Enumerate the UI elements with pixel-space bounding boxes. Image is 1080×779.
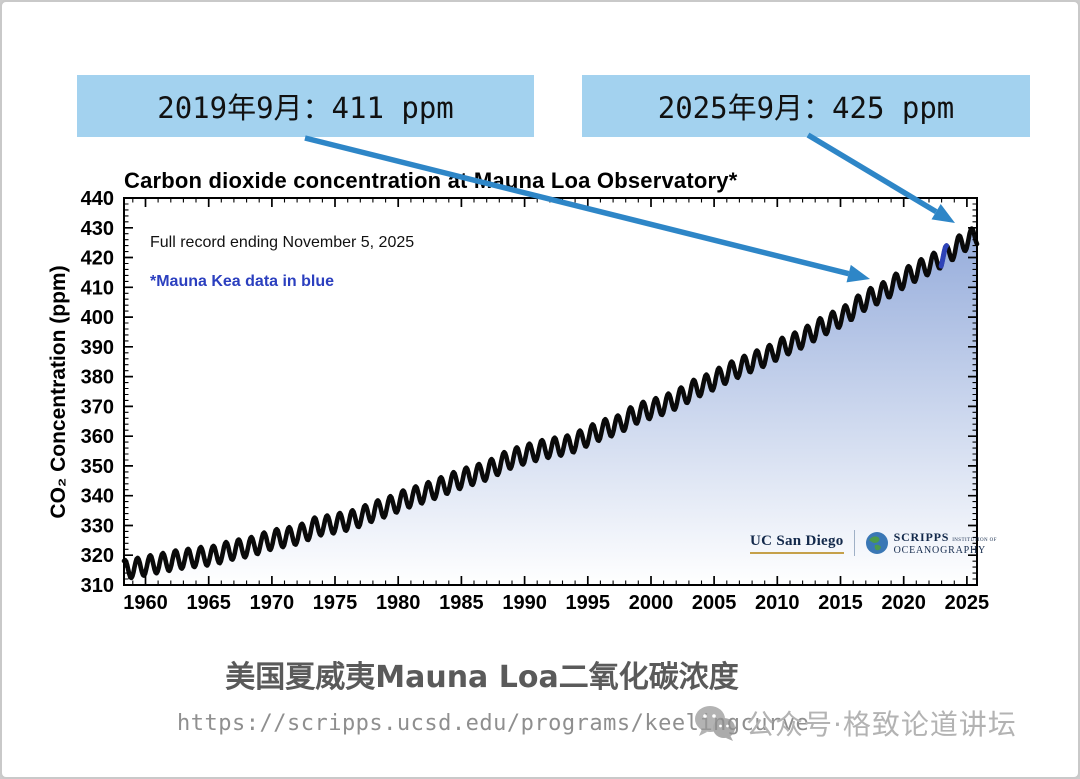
mauna-kea-note: *Mauna Kea data in blue (150, 273, 335, 290)
area-fill (124, 228, 977, 585)
y-tick-label: 320 (81, 545, 114, 567)
callout-2025: 2025年9月：425 ppm (582, 75, 1030, 137)
x-tick-label: 1960 (123, 592, 168, 614)
x-tick-label: 2000 (629, 592, 674, 614)
x-tick-label: 2010 (755, 592, 800, 614)
watermark-text: 公众号·格致论道讲坛 (746, 708, 1017, 741)
y-tick-label: 380 (81, 367, 114, 389)
wechat-icon (695, 706, 735, 741)
chinese-caption: 美国夏威夷Mauna Loa二氧化碳浓度 (225, 660, 739, 695)
x-tick-label: 1980 (376, 592, 421, 614)
y-tick-label: 310 (81, 575, 114, 597)
x-tick-label: 1965 (186, 592, 231, 614)
callout-2025-label: 2025年9月：425 ppm (657, 91, 955, 125)
watermark: 公众号·格致论道讲坛 (692, 702, 1017, 744)
scripps-institution-of: INSTITUTION OF (952, 538, 997, 544)
y-tick-label: 440 (81, 188, 114, 210)
y-tick-label: 400 (81, 307, 114, 329)
x-tick-label: 2025 (945, 592, 990, 614)
y-tick-label: 430 (81, 218, 114, 240)
y-tick-label: 390 (81, 337, 114, 359)
x-tick-label: 2020 (881, 592, 926, 614)
y-tick-label: 340 (81, 486, 114, 508)
institution-logos: UC San Diego SCRIPPS INSTITUTION OF OCEAN… (750, 525, 997, 561)
co2-series (121, 226, 980, 581)
x-tick-label: 1985 (439, 592, 484, 614)
y-tick-label: 350 (81, 456, 114, 478)
y-tick-label: 330 (81, 516, 114, 538)
x-tick-label: 2005 (692, 592, 737, 614)
x-tick-label: 1970 (250, 592, 295, 614)
mauna-kea-series (938, 243, 949, 269)
x-tick-label: 1990 (502, 592, 547, 614)
scripps-name: SCRIPPS (893, 530, 950, 545)
scripps-logo: SCRIPPS INSTITUTION OF OCEANOGRAPHY (865, 529, 997, 556)
callout-2019: 2019年9月：411 ppm (77, 75, 534, 137)
x-tick-label: 2015 (818, 592, 863, 614)
x-tick-label: 1995 (566, 592, 611, 614)
y-tick-label: 420 (81, 248, 114, 270)
logo-divider (853, 530, 855, 556)
chart-title: Carbon dioxide concentration at Mauna Lo… (124, 168, 738, 193)
scripps-logo-text: SCRIPPS INSTITUTION OF OCEANOGRAPHY (894, 529, 997, 556)
y-tick-label: 360 (81, 426, 114, 448)
major-ticks (124, 197, 977, 586)
x-tick-label: 1975 (313, 592, 358, 614)
scripps-oceanography: OCEANOGRAPHY (893, 545, 986, 557)
y-tick-label: 370 (81, 396, 114, 418)
ucsd-logo: UC San Diego (750, 533, 844, 554)
full-record-note: Full record ending November 5, 2025 (150, 234, 415, 251)
y-tick-label: 410 (81, 277, 114, 299)
globe-icon (865, 531, 888, 554)
callout-2019-label: 2019年9月：411 ppm (157, 91, 454, 125)
y-axis-label: CO₂ Concentration (ppm) (47, 265, 70, 519)
